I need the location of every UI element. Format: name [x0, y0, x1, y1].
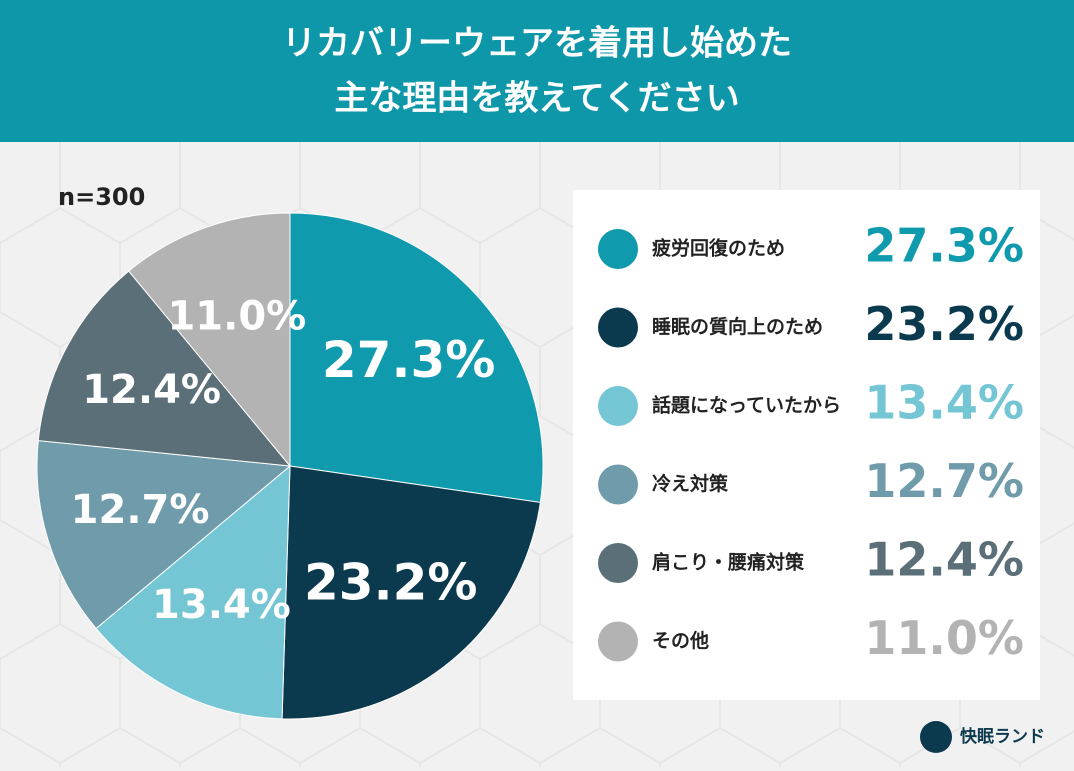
- data-label: 13.4%: [152, 582, 291, 628]
- data-label: 12.7%: [71, 487, 210, 533]
- sample-size: n=300: [58, 183, 145, 211]
- pie-slice: [95, 464, 291, 720]
- legend-value: 27.3%: [864, 219, 1024, 273]
- chart-title: リカバリーウェアを着用し始めた: [282, 24, 792, 64]
- legend-label: 冷え対策: [652, 472, 729, 495]
- legend-marker: [598, 464, 638, 505]
- data-label: 12.4%: [82, 367, 221, 413]
- legend-marker: [598, 307, 638, 348]
- legend-marker: [598, 229, 638, 269]
- pie-slice: [289, 212, 544, 504]
- legend-value: 12.4%: [864, 533, 1024, 587]
- legend-value: 13.4%: [864, 376, 1024, 430]
- pie-slice: [128, 212, 291, 468]
- chart-title: 主な理由を教えてください: [334, 79, 739, 119]
- data-label: 27.3%: [322, 331, 495, 389]
- legend-value: 23.2%: [864, 297, 1024, 351]
- legend-label: その他: [652, 629, 709, 652]
- brand-logo: [920, 721, 952, 753]
- data-label: 11.0%: [167, 293, 306, 339]
- legend-value: 11.0%: [864, 611, 1024, 665]
- legend-label: 肩こり・腰痛対策: [652, 551, 805, 574]
- legend-marker: [598, 386, 638, 426]
- legend-value: 12.7%: [864, 454, 1024, 508]
- pie-slice: [36, 440, 292, 630]
- legend-marker: [598, 543, 638, 583]
- legend-box: [573, 190, 1040, 700]
- legend-marker: [598, 621, 638, 662]
- data-label: 23.2%: [304, 554, 477, 612]
- brand: 快眠ランド: [960, 726, 1045, 747]
- pie-slice: [37, 270, 292, 467]
- pie-slice: [281, 465, 541, 720]
- legend-label: 話題になっていたから: [652, 394, 841, 417]
- legend-label: 睡眠の質向上のため: [652, 315, 823, 338]
- legend-label: 疲労回復のため: [652, 237, 785, 260]
- header: [0, 0, 1074, 142]
